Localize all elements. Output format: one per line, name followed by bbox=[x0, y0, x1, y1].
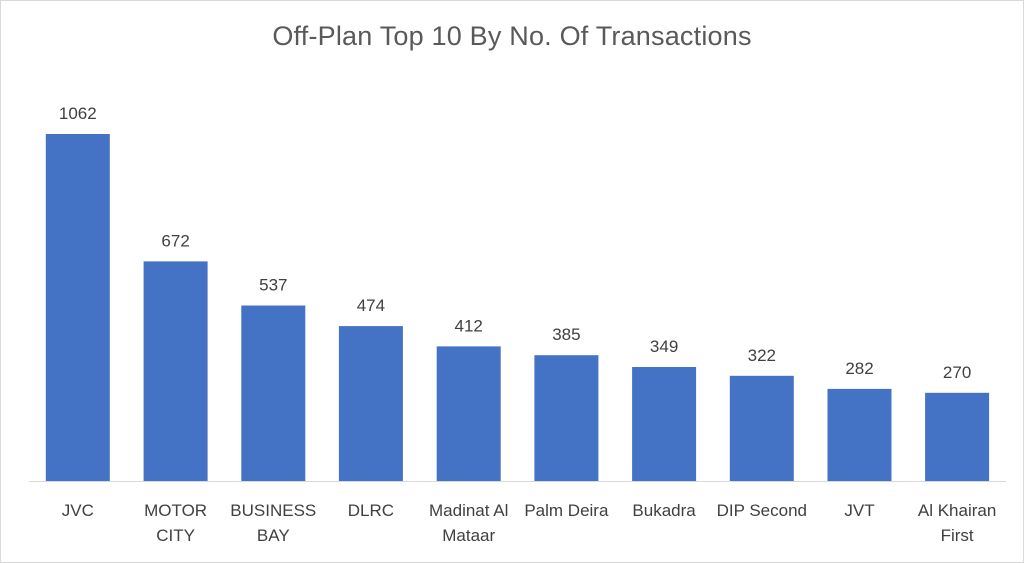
data-label: 270 bbox=[943, 363, 971, 382]
data-label: 322 bbox=[748, 346, 776, 365]
category-label: Madinat Al Mataar bbox=[429, 501, 508, 545]
bar bbox=[241, 305, 306, 481]
data-label: 672 bbox=[161, 231, 189, 250]
category-label: JVC bbox=[62, 501, 94, 520]
bar bbox=[534, 355, 599, 481]
bar bbox=[729, 375, 794, 481]
data-label: 412 bbox=[455, 316, 483, 335]
category-label: DIP Second bbox=[717, 501, 807, 520]
data-label: 385 bbox=[552, 325, 580, 344]
bar bbox=[827, 388, 892, 481]
data-label: 1062 bbox=[59, 104, 97, 123]
category-label: MOTOR CITY bbox=[144, 501, 207, 545]
bar bbox=[45, 134, 110, 481]
data-label: 537 bbox=[259, 276, 287, 295]
bar bbox=[632, 367, 697, 481]
data-label: 474 bbox=[357, 296, 385, 315]
category-label: Bukadra bbox=[632, 501, 696, 520]
category-label: JVT bbox=[844, 501, 874, 520]
chart-title: Off-Plan Top 10 By No. Of Transactions bbox=[272, 21, 752, 51]
category-label: Al Khairan First bbox=[918, 501, 996, 545]
bar bbox=[338, 326, 403, 481]
bar bbox=[436, 346, 501, 481]
category-label: BUSINESS BAY bbox=[230, 501, 316, 545]
bar bbox=[143, 261, 208, 481]
data-label: 282 bbox=[845, 359, 873, 378]
category-label: Palm Deira bbox=[524, 501, 609, 520]
category-label: DLRC bbox=[348, 501, 394, 520]
bar bbox=[925, 392, 990, 481]
data-label: 349 bbox=[650, 337, 678, 356]
